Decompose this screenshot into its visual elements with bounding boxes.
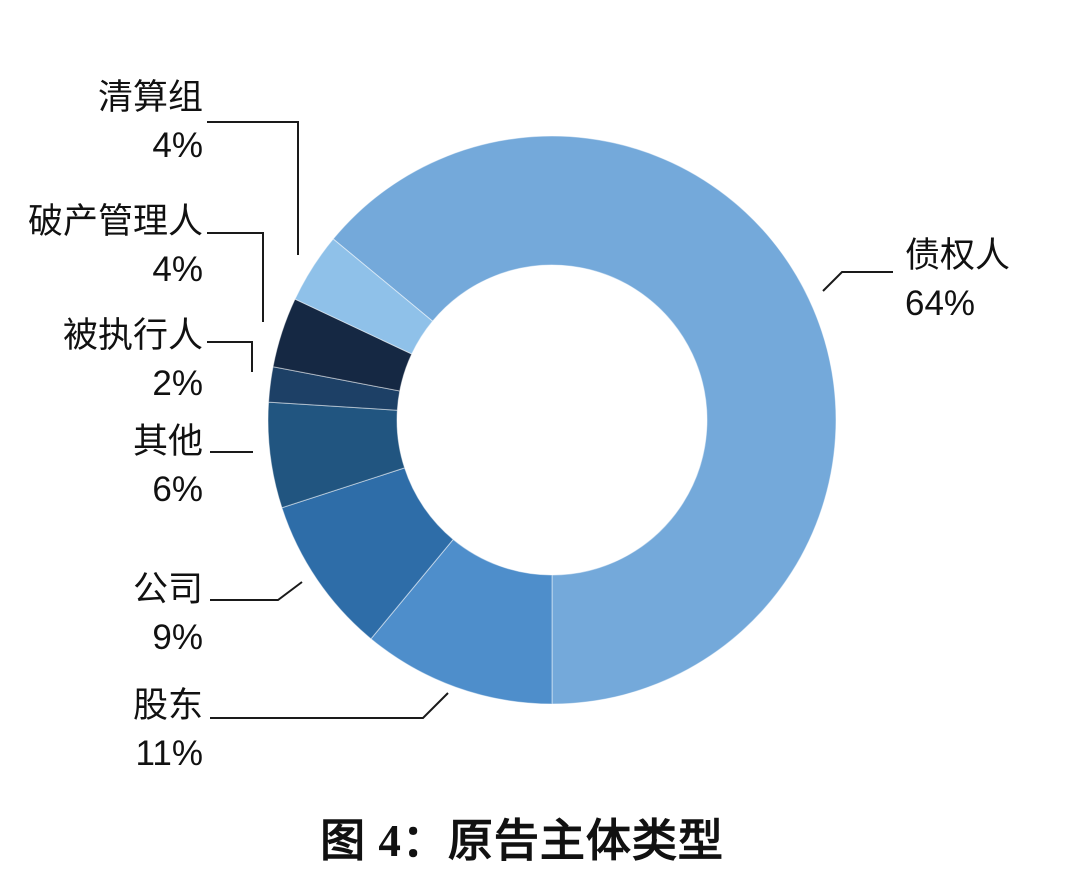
segment-name-label: 公司: [132, 570, 203, 609]
leader-line-company: [210, 581, 303, 601]
segment-name-label: 破产管理人: [27, 202, 203, 241]
segment-name-label: 股东: [132, 686, 203, 725]
figure-title: 图 4：原告主体类型: [320, 816, 724, 866]
callout-company: 公司 9%: [133, 566, 203, 662]
leader-line-shareholder: [210, 692, 449, 719]
segment-percent-label: 9%: [152, 618, 203, 657]
leader-line-executee: [207, 341, 253, 372]
segment-name-label: 被执行人: [62, 316, 203, 355]
segment-percent-label: 6%: [152, 470, 203, 509]
callout-administrator: 破产管理人 4%: [28, 198, 203, 294]
segment-percent-label: 4%: [152, 126, 203, 165]
callout-shareholder: 股东 11%: [133, 682, 203, 778]
callout-creditor: 债权人 64%: [905, 232, 1010, 328]
segment-name-label: 其他: [132, 422, 203, 461]
pie-segment-liquidation: [294, 238, 434, 355]
segment-name-label: 清算组: [97, 78, 203, 117]
callout-other: 其他 6%: [133, 418, 203, 514]
segment-percent-label: 4%: [152, 250, 203, 289]
segment-percent-label: 11%: [135, 734, 203, 773]
callout-executee: 被执行人 2%: [63, 312, 203, 408]
segment-name-label: 债权人: [905, 236, 1011, 275]
leader-line-administrator: [207, 232, 264, 322]
leader-line-liquidation: [207, 121, 299, 255]
pie-segment-creditor: [332, 135, 837, 705]
leader-line-creditor: [822, 271, 893, 292]
segment-percent-label: 2%: [152, 364, 203, 403]
callout-liquidation: 清算组 4%: [98, 74, 203, 170]
segment-percent-label: 64%: [905, 284, 976, 323]
